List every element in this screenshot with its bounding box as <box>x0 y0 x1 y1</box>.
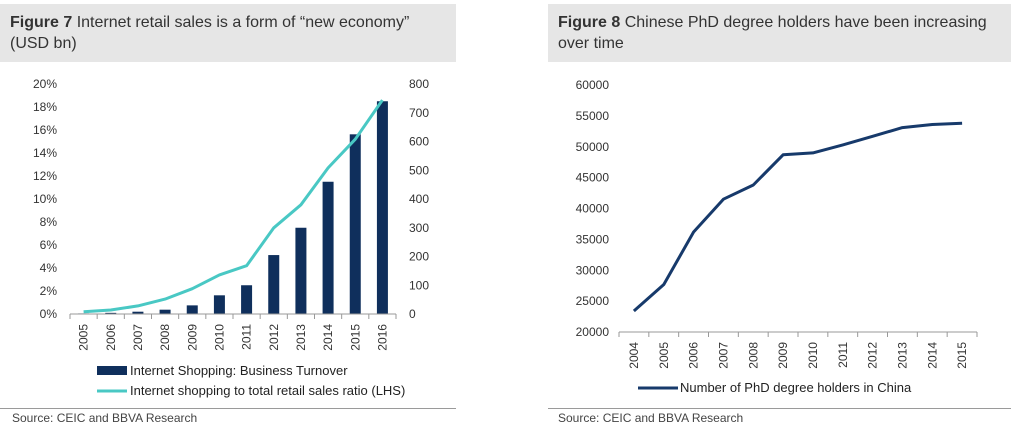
y-right-tick-label: 700 <box>409 106 429 120</box>
y-right-tick-label: 500 <box>409 163 429 177</box>
x-tick-label: 2009 <box>185 324 199 351</box>
x-tick-label: 2007 <box>716 342 730 369</box>
y-left-tick-label: 20% <box>33 77 57 91</box>
bar-turnover <box>268 255 280 314</box>
x-tick-label: 2011 <box>836 342 850 368</box>
x-tick-label: 2010 <box>212 324 226 351</box>
bar-turnover <box>376 101 388 314</box>
y-tick-label: 35000 <box>576 232 610 246</box>
legend-label-turnover: Internet Shopping: Business Turnover <box>130 363 348 378</box>
x-tick-label: 2015 <box>955 342 969 369</box>
bar-turnover <box>186 305 198 314</box>
figure-8-panel: Figure 8 Chinese PhD degree holders have… <box>548 0 1011 430</box>
y-tick-label: 25000 <box>576 294 610 308</box>
bar-turnover <box>349 134 361 314</box>
x-tick-label: 2012 <box>267 324 281 351</box>
x-tick-label: 2006 <box>687 342 701 369</box>
bar-turnover <box>132 311 144 314</box>
y-left-tick-label: 0% <box>40 307 58 321</box>
figure-8-source: Source: CEIC and BBVA Research <box>558 411 744 425</box>
y-left-tick-label: 16% <box>33 123 57 137</box>
x-tick-label: 2004 <box>627 342 641 369</box>
y-left-tick-label: 14% <box>33 146 57 160</box>
legend-label-ratio: Internet shopping to total retail sales … <box>130 383 405 398</box>
bar-turnover <box>295 227 307 314</box>
x-tick-label: 2005 <box>77 324 91 351</box>
x-tick-label: 2014 <box>925 342 939 369</box>
y-tick-label: 60000 <box>576 78 610 92</box>
y-tick-label: 30000 <box>576 263 610 277</box>
y-right-tick-label: 100 <box>409 278 429 292</box>
bar-turnover <box>322 181 334 314</box>
y-left-tick-label: 18% <box>33 100 57 114</box>
x-tick-label: 2009 <box>776 342 790 369</box>
bar-turnover <box>159 309 171 314</box>
figure-8-label: Figure 8 <box>558 14 621 31</box>
x-tick-label: 2006 <box>104 324 118 351</box>
figure-8-source-rule <box>548 408 1011 409</box>
bar-turnover <box>105 312 117 314</box>
x-tick-label: 2005 <box>657 342 671 369</box>
y-left-tick-label: 2% <box>40 284 58 298</box>
figure-7-panel: Figure 7 Internet retail sales is a form… <box>0 0 470 430</box>
line-phd-holders <box>632 121 963 313</box>
y-tick-label: 50000 <box>576 140 610 154</box>
y-tick-label: 55000 <box>576 109 610 123</box>
y-right-tick-label: 400 <box>409 192 429 206</box>
y-right-tick-label: 300 <box>409 221 429 235</box>
x-tick-label: 2010 <box>806 342 820 369</box>
bar-turnover <box>241 285 253 314</box>
x-tick-label: 2014 <box>321 324 335 351</box>
y-left-tick-label: 6% <box>40 238 58 252</box>
figure-7-header: Figure 7 Internet retail sales is a form… <box>0 4 456 62</box>
x-tick-label: 2008 <box>158 324 172 351</box>
figure-8-header: Figure 8 Chinese PhD degree holders have… <box>548 4 1011 62</box>
y-tick-label: 40000 <box>576 202 610 216</box>
legend-swatch-turnover <box>97 366 127 375</box>
y-tick-label: 20000 <box>576 325 610 339</box>
figure-7-label: Figure 7 <box>10 14 73 31</box>
figure-7-source: Source: CEIC and BBVA Research <box>12 411 198 425</box>
line-ratio <box>83 99 384 314</box>
y-left-tick-label: 10% <box>33 192 57 206</box>
x-tick-label: 2007 <box>131 324 145 351</box>
x-tick-label: 2015 <box>348 324 362 351</box>
x-tick-label: 2013 <box>895 342 909 369</box>
x-tick-label: 2012 <box>866 342 880 369</box>
figure-7-chart: 0% 2% 4% 6% 8% 10% 12% 14% 16% 18% 20% 0 100 200 300 4… <box>33 77 429 398</box>
y-left-tick-label: 12% <box>33 169 57 183</box>
y-tick-label: 45000 <box>576 171 610 185</box>
figure-7-title: Internet retail sales is a form of “new … <box>10 14 410 52</box>
x-tick-label: 2008 <box>746 342 760 369</box>
y-right-tick-label: 200 <box>409 250 429 264</box>
y-right-tick-label: 600 <box>409 135 429 149</box>
y-left-tick-label: 8% <box>40 215 58 229</box>
y-left-tick-label: 4% <box>40 261 58 275</box>
x-tick-label: 2016 <box>375 324 389 351</box>
y-right-tick-label: 800 <box>409 77 429 91</box>
figure-8-chart: 20000 25000 30000 35000 40000 45000 50000 55000… <box>576 78 978 395</box>
figure-8-title: Chinese PhD degree holders have been inc… <box>558 14 987 52</box>
y-right-tick-label: 0 <box>409 307 416 321</box>
figure-7-source-rule <box>0 408 456 409</box>
x-tick-label: 2013 <box>294 324 308 351</box>
bar-turnover <box>213 295 225 314</box>
legend-label-phd: Number of PhD degree holders in China <box>680 380 912 395</box>
x-tick-label: 2011 <box>240 324 254 350</box>
